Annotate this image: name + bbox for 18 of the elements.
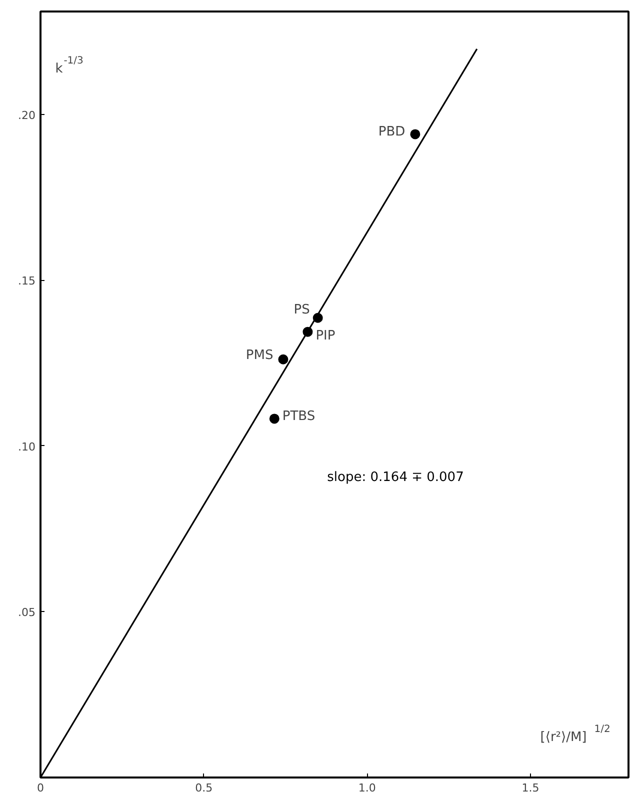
series-label: PBD xyxy=(378,124,406,140)
annotation: slope: 0.164 ∓ 0.007 xyxy=(327,470,464,485)
series-label: PS xyxy=(294,302,310,318)
x-tick-label: 1.5 xyxy=(522,782,540,794)
point xyxy=(278,354,288,364)
point xyxy=(269,414,280,424)
series-label: PMS xyxy=(246,348,274,363)
x-tick-label: 1.0 xyxy=(358,782,376,794)
series-label: PIP xyxy=(316,328,336,344)
series-label: PTBS xyxy=(282,409,316,424)
y-tick-label: .20 xyxy=(18,108,36,122)
point xyxy=(410,129,420,140)
x-tick-label: 0 xyxy=(37,782,44,794)
y-tick-label: .05 xyxy=(18,606,36,620)
y-tick-label: .10 xyxy=(18,440,36,454)
x-tick-label: 0.5 xyxy=(195,782,213,794)
y-tick-label: .15 xyxy=(18,274,36,288)
x-axis-title: [⟨r²⟩/M]1/2 xyxy=(540,724,610,746)
